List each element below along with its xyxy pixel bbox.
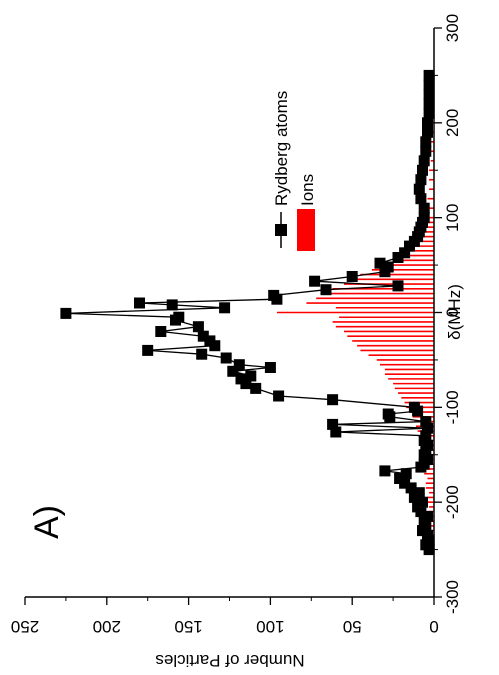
rydberg-point — [268, 289, 280, 301]
rydberg-point — [250, 382, 262, 394]
rydberg-point — [346, 271, 358, 282]
rydberg-point — [422, 117, 433, 129]
x-tick-label: 300 — [443, 14, 462, 42]
rydberg-point — [379, 465, 391, 477]
y-tick-label: 100 — [256, 617, 284, 636]
rydberg-point — [166, 299, 178, 311]
plot-area — [24, 27, 442, 605]
rydberg-point — [327, 418, 339, 430]
rydberg-point — [382, 261, 394, 273]
rydberg-point — [423, 98, 435, 110]
y-tick-label: 250 — [11, 617, 39, 636]
rydberg-point — [264, 362, 276, 373]
legend-ions-label: Ions — [298, 174, 317, 206]
y-tick-label: 0 — [429, 617, 438, 636]
rydberg-point — [142, 344, 154, 356]
y-axis-title: Number of Particles — [155, 651, 304, 670]
rydberg-point — [204, 335, 216, 347]
rydberg-point — [155, 326, 167, 337]
rydberg-point — [235, 373, 247, 385]
rydberg-point — [400, 468, 412, 480]
rydberg-point — [220, 352, 232, 364]
x-tick-label: -300 — [443, 580, 462, 614]
y-tick-label: 200 — [93, 617, 121, 636]
rydberg-point — [408, 401, 420, 413]
axes-layer — [24, 27, 442, 605]
rydberg-point — [192, 321, 204, 333]
rydberg-point — [417, 496, 428, 508]
rydberg-point — [374, 257, 386, 269]
x-tick-labels: -300 -200 -100 0 100 200 300 — [443, 14, 462, 614]
rydberg-point — [422, 422, 433, 434]
rydberg-point — [420, 145, 432, 157]
rydberg-point — [413, 487, 425, 499]
rydberg-point — [420, 416, 432, 428]
rydberg-point — [219, 302, 231, 314]
y-tick-label: 150 — [174, 617, 202, 636]
rydberg-point — [382, 408, 394, 420]
rydberg-point — [423, 88, 435, 100]
rydberg-point — [196, 348, 208, 360]
rydberg-point — [197, 330, 209, 342]
rydberg-point — [423, 69, 435, 81]
legend-rydberg-marker — [275, 224, 287, 236]
y-tick-label: 50 — [343, 617, 362, 636]
rydberg-point — [423, 79, 435, 91]
rydberg-point — [423, 107, 435, 119]
rydberg-point — [418, 212, 430, 224]
rydberg-point — [418, 202, 430, 214]
x-tick-label: 0 — [443, 308, 462, 317]
rydberg-point — [309, 275, 321, 287]
rydberg-point — [405, 482, 417, 494]
legend-ions-swatch — [297, 209, 315, 251]
rydberg-point — [327, 394, 339, 406]
rydberg-point — [415, 174, 427, 186]
rydberg-point — [134, 297, 145, 309]
x-tick-label: -100 — [443, 390, 462, 424]
rydberg-point — [233, 359, 245, 371]
rydberg-point — [418, 155, 430, 167]
y-tick-labels: 0 50 100 150 200 250 — [11, 617, 439, 636]
x-tick-label: 100 — [443, 203, 462, 231]
rydberg-point — [394, 473, 406, 484]
rydberg-point — [417, 164, 428, 176]
rydberg-point — [392, 252, 404, 263]
panel-label: A) — [28, 505, 66, 539]
rydberg-point — [60, 307, 72, 319]
rydberg-point — [320, 284, 332, 296]
rydberg-point — [245, 370, 257, 382]
legend: Rydberg atoms Ions — [272, 91, 317, 251]
rydberg-point — [422, 510, 433, 522]
x-axis-title: δ(MHz) — [445, 284, 464, 340]
rydberg-point — [227, 365, 239, 377]
rydberg-point — [399, 247, 411, 259]
rydberg-point — [415, 193, 427, 205]
x-tick-label: 200 — [443, 109, 462, 137]
legend-rydberg-label: Rydberg atoms — [272, 91, 291, 206]
rydberg-point — [330, 426, 342, 438]
rydberg-markers-layer — [60, 69, 435, 556]
rydberg-point — [273, 390, 285, 402]
x-tick-label: -200 — [443, 485, 462, 519]
rydberg-point — [173, 311, 185, 323]
rydberg-point — [422, 126, 433, 138]
rydberg-point — [420, 430, 432, 442]
rydberg-point — [392, 280, 404, 292]
rydberg-point — [420, 136, 432, 148]
rydberg-point — [413, 183, 425, 195]
